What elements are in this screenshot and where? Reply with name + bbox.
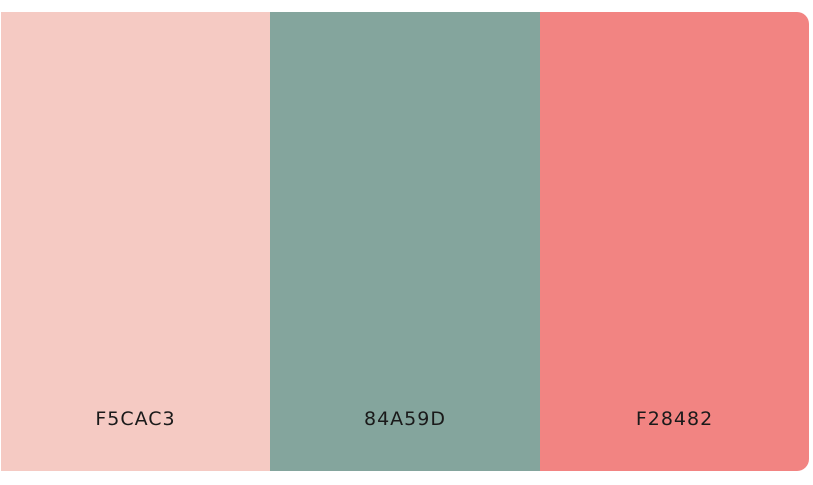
color-swatch-2[interactable]: 84A59D [270,12,540,471]
color-swatch-3[interactable]: F28482 [540,12,809,471]
swatch-hex-label: 84A59D [364,408,446,430]
swatch-hex-label: F28482 [635,408,714,430]
swatch-hex-label: F5CAC3 [95,408,176,430]
color-palette: F5CAC3 84A59D F28482 [1,12,809,471]
color-swatch-1[interactable]: F5CAC3 [1,12,270,471]
